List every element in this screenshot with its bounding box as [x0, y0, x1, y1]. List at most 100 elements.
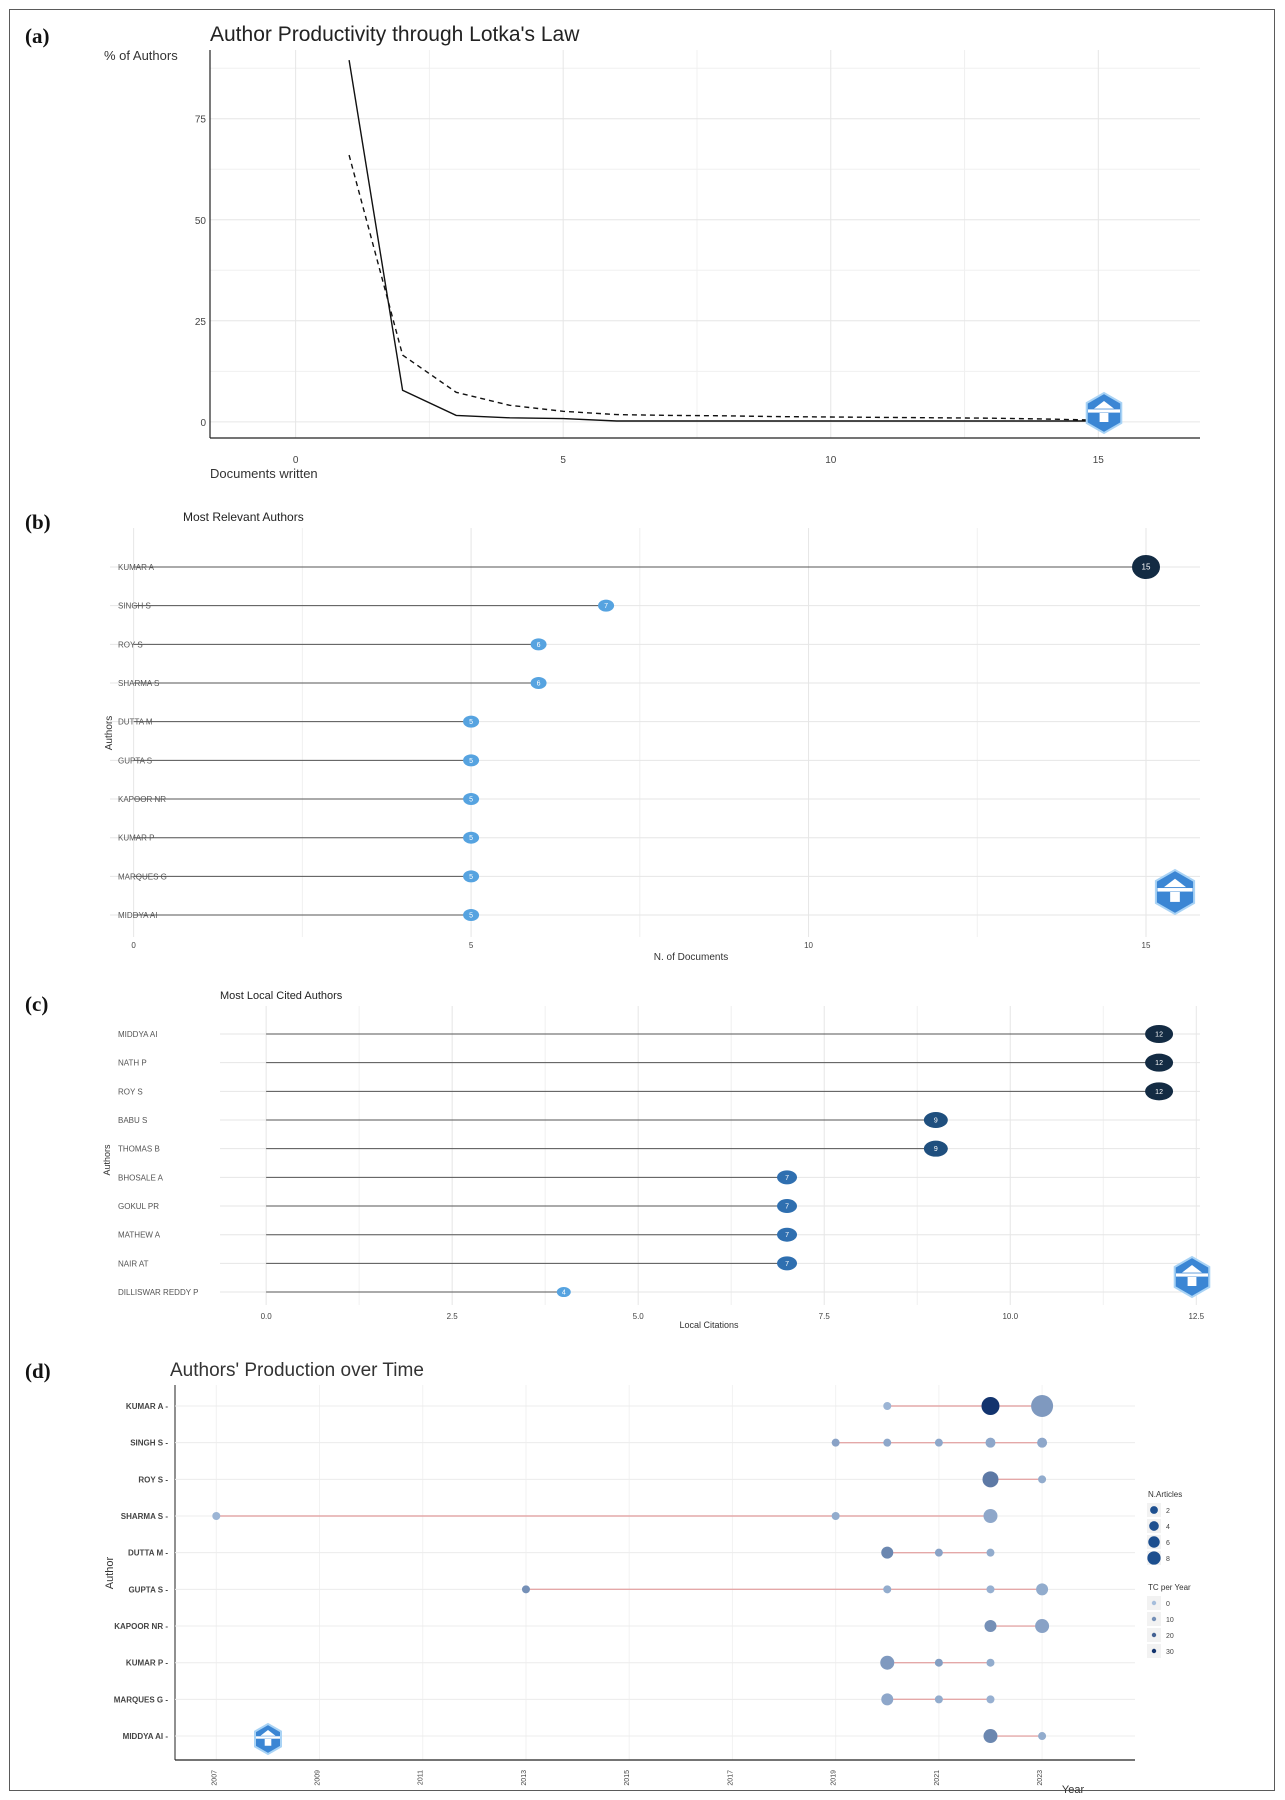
c-author-label: NAIR AT	[118, 1259, 149, 1268]
d-legend-tc-symbol	[1151, 1616, 1157, 1622]
b-x-tick-label: 15	[1142, 941, 1151, 950]
c-value-label: 12	[1155, 1060, 1163, 1067]
d-production-point	[982, 1471, 999, 1488]
b-lollipop-marker	[463, 793, 480, 806]
c-value-label: 9	[934, 1146, 938, 1153]
c-value-label: 4	[562, 1290, 566, 1297]
c-author-label: MIDDYA AI	[118, 1030, 157, 1039]
c-lollipop-marker	[777, 1199, 798, 1214]
d-legend-articles-value: 4	[1166, 1524, 1170, 1531]
c-lollipop-marker	[777, 1256, 798, 1271]
c-chart-title: Most Local Cited Authors	[220, 990, 343, 1002]
d-production-point	[934, 1548, 943, 1557]
c-x-tick-label: 2.5	[447, 1312, 459, 1321]
d-production-point	[1038, 1475, 1047, 1484]
d-author-label: ROY S -	[138, 1475, 168, 1484]
d-production-point	[985, 1437, 996, 1448]
d-author-label: MIDDYA AI -	[123, 1732, 169, 1741]
c-lollipop-marker	[923, 1112, 948, 1129]
c-lollipop-marker	[556, 1287, 571, 1298]
d-production-point	[986, 1695, 995, 1704]
d-author-label: KUMAR P -	[126, 1659, 168, 1668]
a-x-tick-label: 15	[1093, 455, 1105, 466]
d-production-point	[1038, 1732, 1047, 1741]
c-lollipop-marker	[1145, 1082, 1174, 1101]
d-legend-articles-symbol	[1147, 1551, 1161, 1565]
panel-label-c: (c)	[25, 992, 49, 1016]
c-value-label: 7	[785, 1204, 789, 1211]
b-value-label: 6	[537, 642, 541, 649]
d-legend-tc-symbol	[1151, 1648, 1157, 1654]
c-author-label: BABU S	[118, 1116, 147, 1125]
a-y-axis-title: % of Authors	[104, 48, 178, 63]
b-value-label: 15	[1142, 563, 1151, 572]
d-production-point	[986, 1658, 995, 1667]
d-production-point	[831, 1512, 840, 1521]
d-production-point	[831, 1438, 840, 1447]
c-value-label: 9	[934, 1118, 938, 1125]
c-x-axis-title: Local Citations	[679, 1320, 739, 1330]
c-x-tick-label: 12.5	[1188, 1312, 1204, 1321]
d-legend-articles-symbol	[1149, 1521, 1159, 1531]
d-production-point	[934, 1658, 943, 1667]
b-value-label: 6	[537, 681, 541, 688]
d-production-point	[981, 1397, 1000, 1415]
d-x-tick-label: 2015	[624, 1770, 631, 1786]
d-author-label: SHARMA S -	[121, 1512, 169, 1521]
b-x-axis-title: N. of Documents	[654, 952, 728, 963]
d-legend-articles-symbol	[1150, 1506, 1158, 1514]
d-x-tick-label: 2023	[1037, 1770, 1044, 1786]
b-value-label: 5	[469, 874, 473, 881]
d-legend-tc-symbol	[1151, 1632, 1157, 1638]
a-x-axis-title: Documents written	[210, 466, 318, 481]
c-lollipop-marker	[1145, 1025, 1174, 1043]
d-x-tick-label: 2019	[831, 1770, 838, 1786]
d-production-point	[934, 1438, 943, 1447]
b-x-tick-label: 10	[804, 941, 813, 950]
d-legend-tc-value: 30	[1166, 1649, 1174, 1656]
d-production-point	[934, 1695, 943, 1704]
d-production-point	[881, 1693, 894, 1706]
b-lollipop-marker	[463, 831, 480, 844]
b-lollipop-marker	[463, 909, 480, 922]
d-production-point	[983, 1729, 998, 1744]
c-x-tick-label: 0.0	[261, 1312, 273, 1321]
d-production-point	[883, 1402, 892, 1410]
d-production-point	[881, 1546, 894, 1559]
a-series-line-solid	[348, 59, 1099, 422]
b-value-label: 7	[604, 603, 608, 610]
panel-label-a: (a)	[25, 24, 50, 48]
b-x-tick-label: 5	[469, 941, 474, 950]
c-x-tick-label: 7.5	[819, 1312, 831, 1321]
b-lollipop-marker	[463, 754, 480, 767]
c-x-tick-label: 5.0	[633, 1312, 645, 1321]
a-y-tick-label: 50	[195, 216, 207, 227]
d-author-label: MARQUES G -	[114, 1695, 169, 1704]
a-series-line-dashed	[348, 154, 1099, 421]
c-author-label: GOKUL PR	[118, 1202, 159, 1211]
b-y-axis-title: Authors	[104, 716, 115, 750]
d-production-point	[986, 1585, 995, 1594]
b-value-label: 5	[469, 913, 473, 920]
a-y-tick-label: 75	[195, 115, 207, 126]
d-legend-tc-value: 20	[1166, 1633, 1174, 1640]
d-legend-articles-symbol	[1148, 1536, 1160, 1548]
b-lollipop-marker	[463, 870, 480, 883]
c-author-label: NATH P	[118, 1059, 147, 1068]
d-logo-icon	[254, 1722, 282, 1756]
b-lollipop-marker	[1132, 555, 1161, 579]
figure-frame	[9, 9, 1275, 1791]
a-x-tick-label: 10	[825, 455, 837, 466]
d-author-label: KAPOOR NR -	[114, 1622, 168, 1631]
d-x-tick-label: 2007	[211, 1770, 218, 1786]
b-lollipop-marker	[530, 677, 547, 690]
b-lollipop-marker	[463, 715, 480, 728]
panel-label-d: (d)	[25, 1359, 51, 1383]
c-x-tick-label: 10.0	[1002, 1312, 1018, 1321]
c-author-label: DILLISWAR REDDY P	[118, 1288, 198, 1297]
c-value-label: 7	[785, 1261, 789, 1268]
d-production-point	[883, 1585, 892, 1594]
d-author-label: SINGH S -	[130, 1439, 168, 1448]
d-production-point	[1035, 1619, 1050, 1634]
